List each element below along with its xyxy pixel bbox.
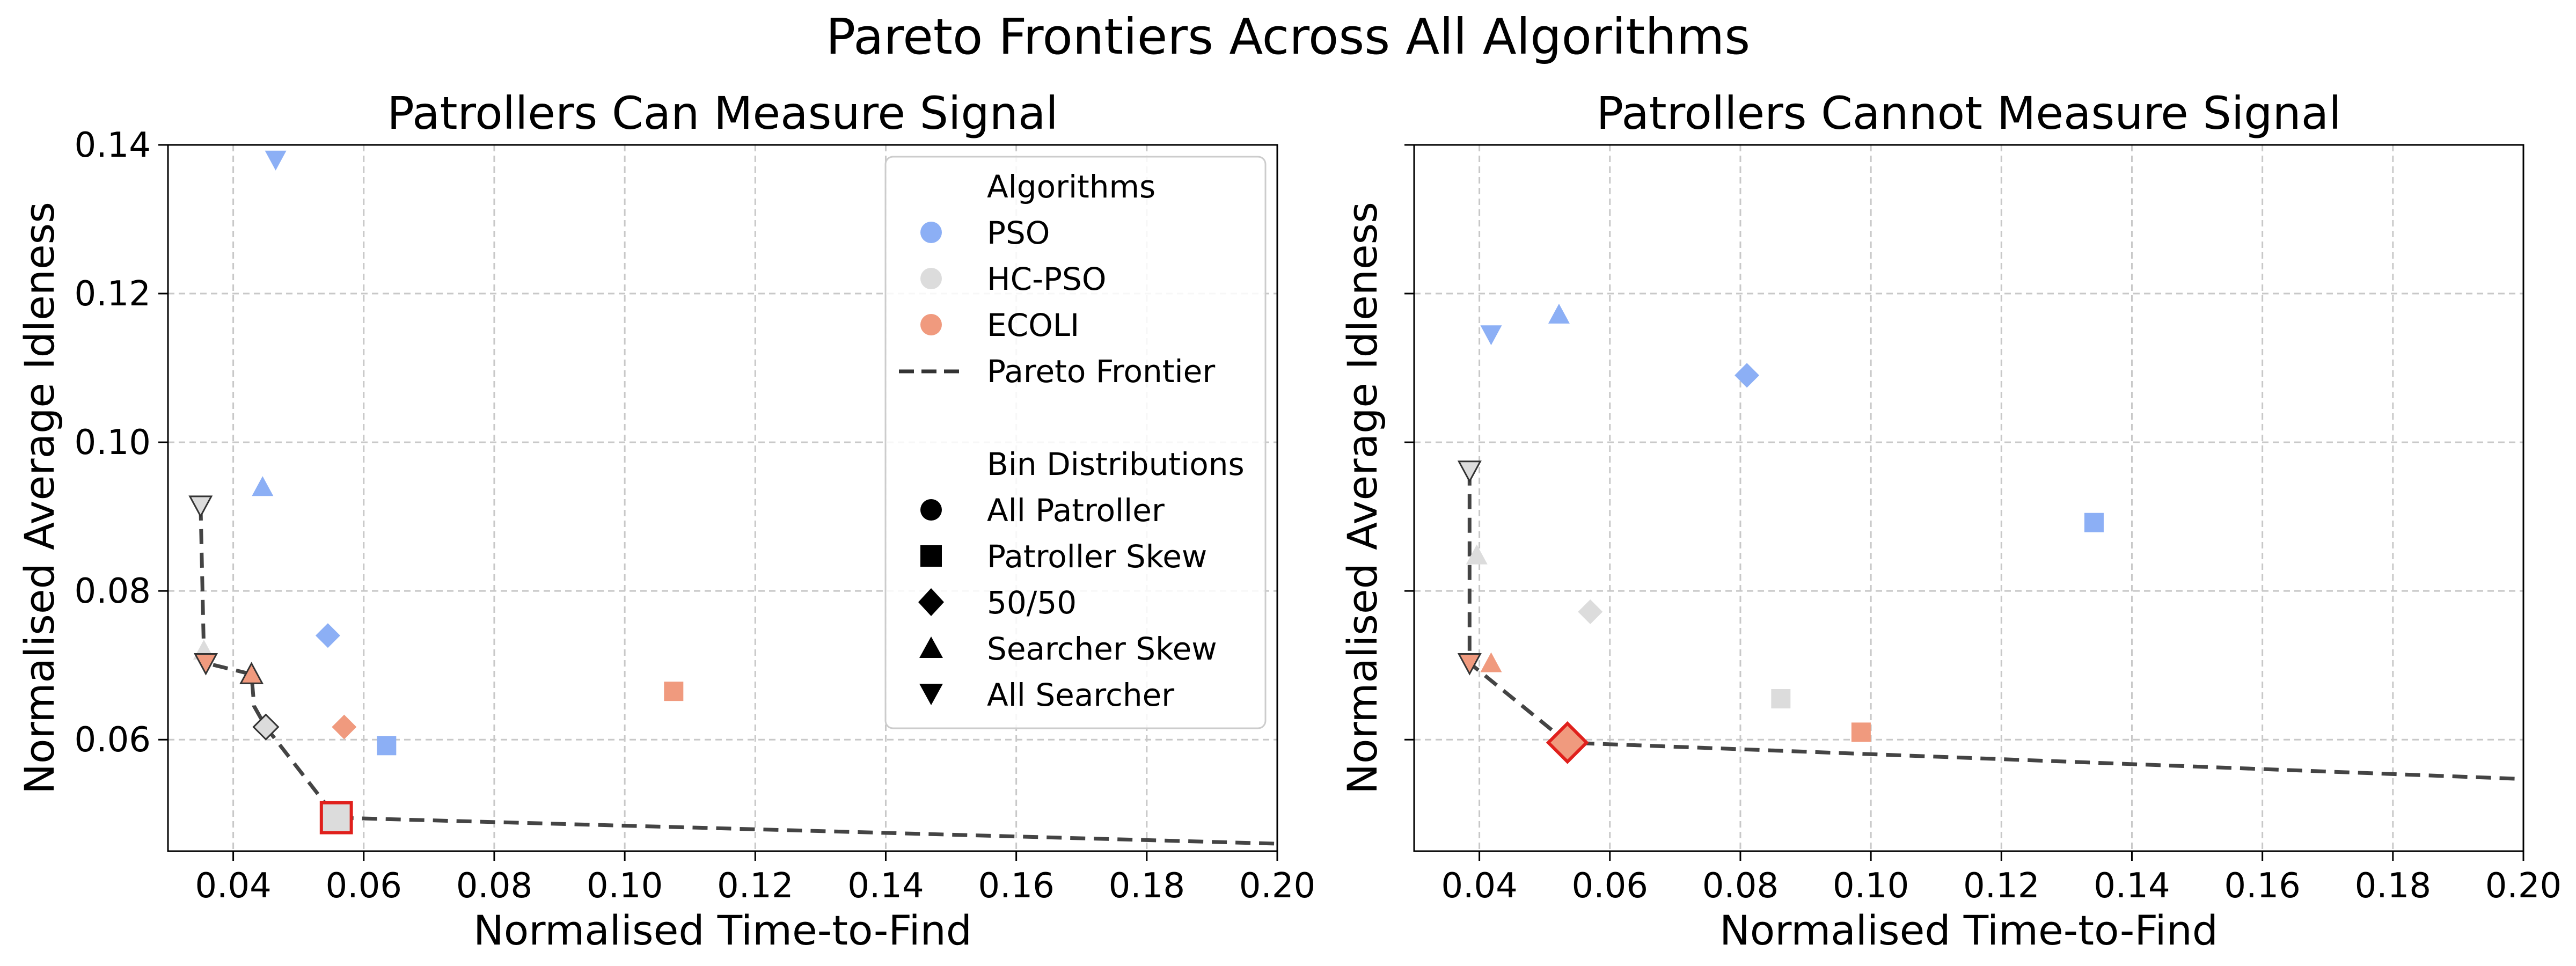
point-ecoli-all-searcher	[194, 653, 218, 676]
point-ecoli-patroller-skew	[1851, 722, 1871, 742]
legend-label-ecoli: ECOLI	[987, 307, 1079, 343]
legend-marker-50-50	[918, 588, 944, 616]
legend-marker-ecoli	[920, 314, 942, 335]
legend-marker-all-searcher	[919, 684, 943, 705]
x-tick-label: 0.18	[2355, 866, 2432, 906]
y-tick-label: 0.12	[75, 274, 151, 314]
legend-label-searcher-skew: Searcher Skew	[987, 631, 1217, 667]
point-pso-all-searcher	[1480, 325, 1502, 346]
x-tick-label: 0.14	[847, 866, 924, 906]
point-hc-pso-searcher-skew	[1466, 544, 1488, 565]
legend-marker-hc-pso	[920, 268, 942, 289]
points-right	[1457, 303, 2104, 764]
legend-title-bins: Bin Distributions	[987, 446, 1245, 482]
point-ecoli-patroller-skew	[664, 682, 684, 701]
panel-title-left: Patrollers Can Measure Signal	[387, 87, 1058, 140]
point-ecoli-50-50	[332, 714, 357, 740]
x-tick-label: 0.12	[1963, 866, 2040, 906]
pareto-frontier-line-right	[1467, 470, 2523, 781]
y-tick-label: 0.14	[75, 126, 151, 165]
x-tick-label: 0.08	[1702, 866, 1779, 906]
legend-marker-all-patroller	[920, 499, 942, 521]
x-tick-label: 0.08	[456, 866, 533, 906]
ticks-left: 0.04 0.06 0.08 0.10 0.12 0.14 0.16 0.18 0.20 0.06…	[75, 126, 1316, 906]
x-axis-label-right: Normalised Time-to-Find	[1719, 906, 2218, 954]
point-pso-patroller-skew	[377, 736, 397, 756]
point-ecoli-searcher-skew	[239, 662, 264, 684]
x-tick-label: 0.10	[1833, 866, 1909, 906]
y-tick-label: 0.10	[75, 423, 151, 463]
legend-label-patroller-skew: Patroller Skew	[987, 538, 1207, 575]
legend-marker-patroller-skew	[920, 545, 942, 567]
point-hc-pso-patroller-skew	[319, 801, 353, 835]
point-ecoli-searcher-skew	[1480, 652, 1502, 672]
legend-label-all-searcher: All Searcher	[987, 677, 1174, 713]
legend-label-50-50: 50/50	[987, 584, 1077, 621]
point-hc-pso-all-searcher	[188, 495, 213, 518]
x-tick-label: 0.20	[1239, 866, 1316, 906]
x-tick-label: 0.12	[717, 866, 794, 906]
y-axis-label-right: Normalised Average Idleness	[1338, 202, 1386, 794]
legend-marker-pso	[920, 222, 942, 243]
panel-title-right: Patrollers Cannot Measure Signal	[1596, 87, 2341, 140]
legend-box	[884, 156, 1267, 729]
point-ecoli-50-50	[1546, 721, 1589, 764]
point-pso-patroller-skew	[2084, 513, 2104, 532]
x-axis-label-left: Normalised Time-to-Find	[473, 906, 972, 954]
legend-label-all-patroller: All Patroller	[987, 492, 1165, 529]
x-tick-label: 0.04	[1441, 866, 1518, 906]
y-tick-label: 0.06	[75, 720, 151, 760]
point-hc-pso-all-searcher	[1457, 460, 1482, 483]
legend-marker-searcher-skew	[919, 636, 943, 658]
point-hc-pso-50-50	[1578, 599, 1603, 624]
point-pso-searcher-skew	[252, 476, 274, 496]
figure-title: Pareto Frontiers Across All Algorithms	[826, 8, 1750, 65]
point-hc-pso-patroller-skew	[1771, 689, 1791, 709]
x-tick-label: 0.04	[195, 866, 272, 906]
point-pso-50-50	[1735, 363, 1760, 388]
point-hc-pso-50-50	[252, 713, 280, 741]
point-pso-50-50	[315, 623, 340, 648]
axes-frame-right	[1413, 144, 2524, 852]
x-tick-label: 0.16	[978, 866, 1055, 906]
ticks-right: 0.04 0.06 0.08 0.10 0.12 0.14 0.16 0.18 0.20	[1404, 144, 2562, 906]
x-tick-label: 0.06	[1572, 866, 1649, 906]
panel-left: 0.04 0.06 0.08 0.10 0.12 0.14 0.16 0.18 0.20 0.06…	[16, 87, 1315, 954]
x-tick-label: 0.06	[326, 866, 402, 906]
point-pso-all-searcher	[265, 150, 287, 171]
axes-frame-left	[167, 144, 1278, 852]
x-tick-label: 0.14	[2094, 866, 2170, 906]
legend-label-pareto-frontier: Pareto Frontier	[987, 353, 1215, 390]
point-pso-searcher-skew	[1548, 303, 1570, 324]
legend-label-pso: PSO	[987, 215, 1050, 251]
points-left	[188, 150, 684, 835]
y-axis-label-left: Normalised Average Idleness	[16, 202, 63, 794]
legend: Algorithms PSO HC-PSO ECOLI Pareto Front…	[884, 156, 1267, 729]
panel-right: 0.04 0.06 0.08 0.10 0.12 0.14 0.16 0.18 0.20 Pat…	[1338, 87, 2562, 954]
x-tick-label: 0.20	[2485, 866, 2562, 906]
legend-label-hc-pso: HC-PSO	[987, 261, 1106, 297]
point-ecoli-all-searcher	[1457, 653, 1482, 676]
y-tick-label: 0.08	[75, 572, 151, 611]
x-tick-label: 0.16	[2224, 866, 2301, 906]
legend-title-algorithms: Algorithms	[987, 169, 1155, 205]
x-tick-label: 0.18	[1109, 866, 1185, 906]
x-tick-label: 0.10	[587, 866, 663, 906]
